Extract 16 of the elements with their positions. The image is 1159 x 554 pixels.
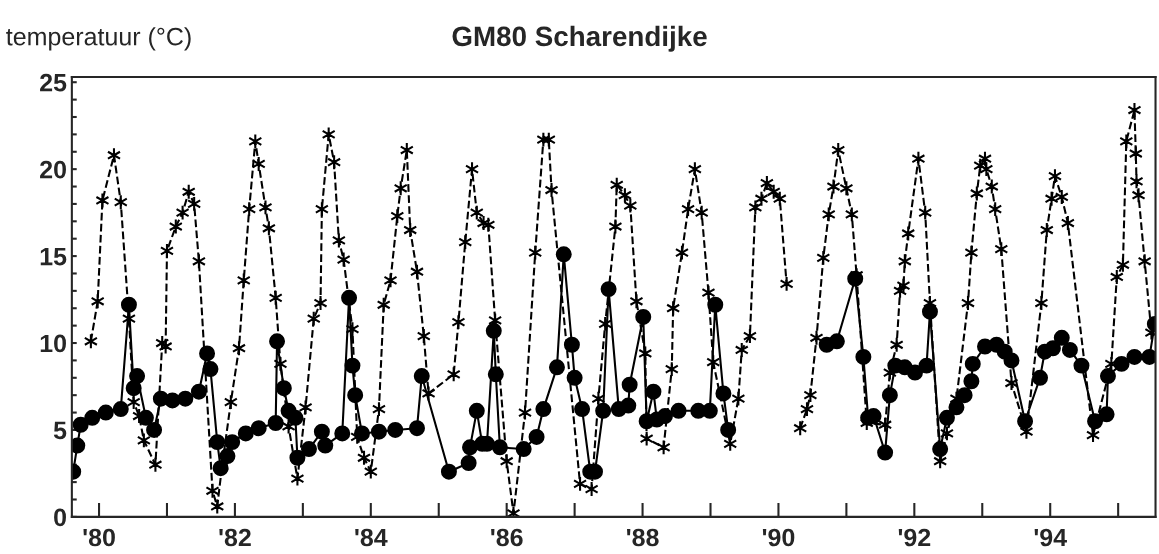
y-tick-label: 10 xyxy=(40,334,66,353)
x-tick-label: '80 xyxy=(83,528,115,547)
y-tick-label: 5 xyxy=(53,421,67,440)
y-axis-title: temperatuur (°C) xyxy=(6,27,191,51)
x-tick-label: '94 xyxy=(1034,528,1067,547)
x-tick-label: '92 xyxy=(898,528,931,547)
chart-title: GM80 Scharendijke xyxy=(452,25,707,52)
x-tick-label: '90 xyxy=(762,528,795,547)
y-tick-label: 15 xyxy=(40,247,67,266)
x-tick-label: '84 xyxy=(355,528,388,547)
x-tick-label: '82 xyxy=(219,528,251,547)
x-tick-label: '88 xyxy=(627,528,659,547)
x-tick-label: '86 xyxy=(491,528,523,547)
y-tick-label: 0 xyxy=(54,508,66,527)
y-tick-label: 20 xyxy=(40,160,66,179)
y-tick-label: 25 xyxy=(40,73,67,92)
